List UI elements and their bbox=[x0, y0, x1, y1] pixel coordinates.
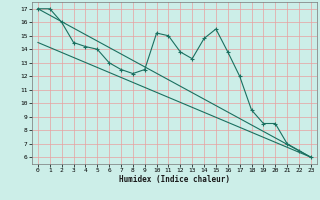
X-axis label: Humidex (Indice chaleur): Humidex (Indice chaleur) bbox=[119, 175, 230, 184]
